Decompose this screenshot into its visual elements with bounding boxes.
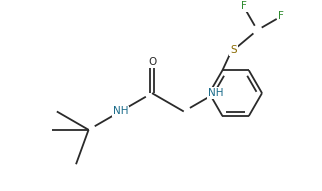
Text: O: O (148, 57, 156, 67)
Text: NH: NH (208, 88, 223, 98)
Text: S: S (230, 45, 237, 55)
Text: NH: NH (112, 106, 128, 117)
Text: F: F (278, 11, 284, 21)
Text: F: F (241, 1, 247, 11)
